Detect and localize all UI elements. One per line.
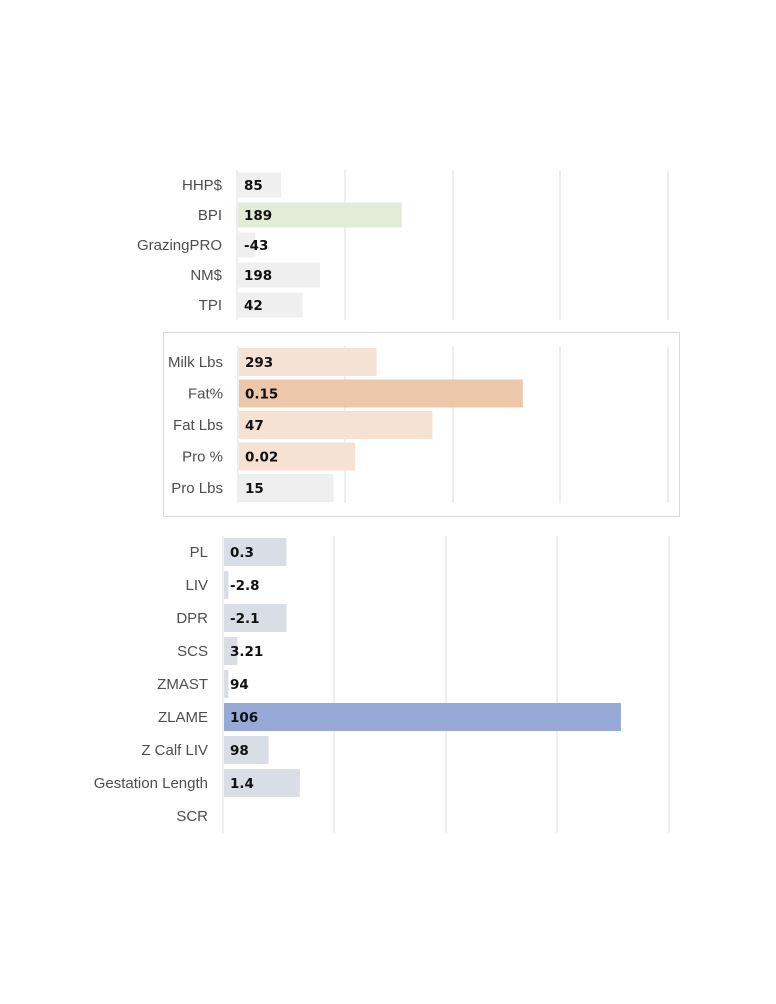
category-label: SCR xyxy=(176,808,208,825)
category-label: ZMAST xyxy=(157,676,208,693)
category-label: Pro Lbs xyxy=(171,480,223,497)
bar-dpr xyxy=(224,604,287,632)
category-label: Milk Lbs xyxy=(168,354,223,371)
bar-zlame xyxy=(224,703,621,731)
category-label: TPI xyxy=(199,297,222,314)
category-label: ZLAME xyxy=(158,709,208,726)
category-label: GrazingPRO xyxy=(137,237,222,254)
bar-bpi xyxy=(238,202,402,228)
bar-zmast xyxy=(224,670,229,698)
value-label: 1.4 xyxy=(230,776,254,792)
category-label: Gestation Length xyxy=(94,775,208,792)
bar-milk-lbs xyxy=(239,348,377,376)
bar-pro- xyxy=(239,442,356,471)
category-label: Pro % xyxy=(182,449,223,466)
bar-gestation-length xyxy=(224,769,300,797)
value-label: 0.3 xyxy=(230,545,254,561)
category-label: Z Calf LIV xyxy=(141,742,208,759)
category-label: Fat% xyxy=(188,386,223,403)
value-label: 85 xyxy=(244,178,263,194)
value-label: 15 xyxy=(245,481,264,497)
value-label: -43 xyxy=(244,238,268,254)
bar-fat- xyxy=(239,379,523,408)
value-label: 106 xyxy=(230,710,258,726)
value-label: 94 xyxy=(230,677,249,693)
value-label: 47 xyxy=(245,418,264,434)
category-label: HHP$ xyxy=(182,177,223,194)
category-label: LIV xyxy=(185,577,208,594)
bar-pro-lbs xyxy=(239,474,334,502)
category-label: PL xyxy=(190,544,208,561)
bar-nm- xyxy=(238,262,320,288)
value-label: 293 xyxy=(245,355,273,371)
value-label: -2.1 xyxy=(230,611,260,627)
value-label: 198 xyxy=(244,268,272,284)
value-label: -2.8 xyxy=(230,578,260,594)
category-label: Fat Lbs xyxy=(173,417,223,434)
bar-grazingpro xyxy=(238,232,256,258)
bar-pl xyxy=(224,538,287,566)
bar-z-calf-liv xyxy=(224,736,269,764)
chart-group-frame xyxy=(163,332,680,517)
value-label: 42 xyxy=(244,298,263,314)
value-label: 98 xyxy=(230,743,249,759)
value-label: 0.02 xyxy=(245,450,278,466)
chart-panel-1: HHP$ 85 BPI 189 GrazingPRO -43 NM$ 198 TPI 42 xyxy=(137,170,669,320)
bar-hhp- xyxy=(238,172,282,198)
category-label: SCS xyxy=(177,643,208,660)
bar-tpi xyxy=(238,292,303,318)
chart-panel-2: Milk Lbs 293 Fat% 0.15 Fat Lbs 47 Pro % 0.02 Pro… xyxy=(168,346,669,503)
value-label: 3.21 xyxy=(230,644,263,660)
chart-panel-3: PL 0.3 LIV -2.8 DPR -2.1 SCS 3.21 ZMAST 94 ZLAME 10… xyxy=(94,536,670,833)
bar-fat-lbs xyxy=(239,411,433,439)
category-label: DPR xyxy=(176,610,208,627)
value-label: 189 xyxy=(244,208,272,224)
bar-liv xyxy=(224,571,229,599)
value-label: 0.15 xyxy=(245,387,278,403)
category-label: NM$ xyxy=(190,267,222,284)
bar-scs xyxy=(224,637,238,665)
category-label: BPI xyxy=(198,207,222,224)
